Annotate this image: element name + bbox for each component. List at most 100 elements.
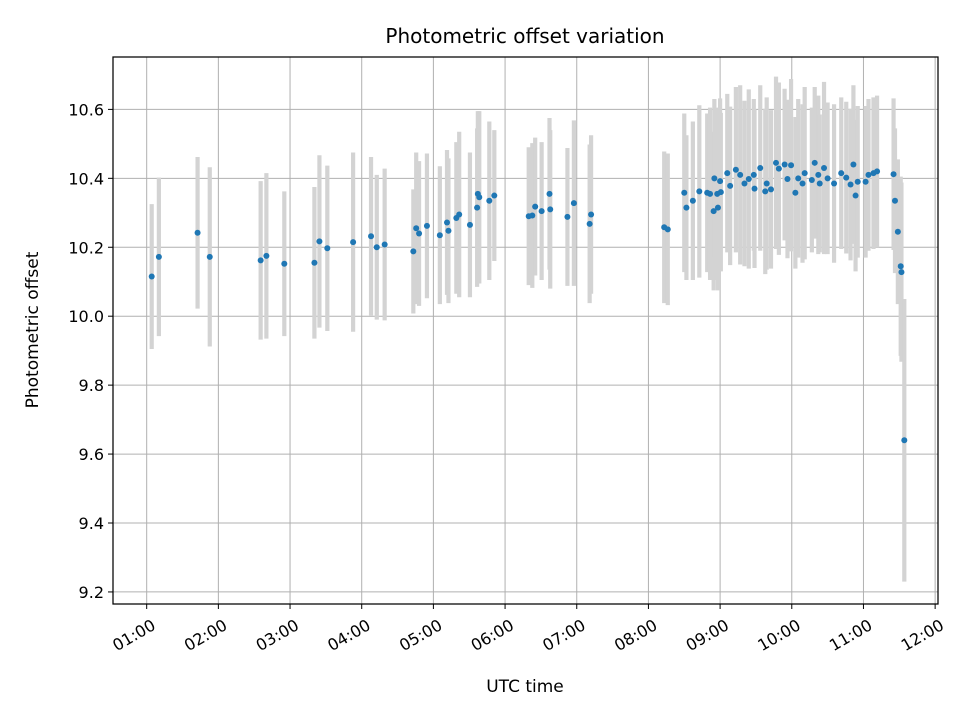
data-point xyxy=(821,164,828,171)
data-point xyxy=(466,221,473,228)
data-point xyxy=(491,192,498,199)
data-point xyxy=(474,204,481,211)
data-point xyxy=(852,192,859,199)
y-tick-label: 9.8 xyxy=(79,376,104,395)
data-point xyxy=(148,273,155,280)
data-point xyxy=(476,194,483,201)
data-point xyxy=(838,170,845,177)
plot-frame xyxy=(112,56,939,605)
chart-title: Photometric offset variation xyxy=(385,24,664,48)
data-point xyxy=(281,260,288,267)
data-point xyxy=(850,161,857,168)
data-point xyxy=(775,165,782,172)
data-point xyxy=(532,203,539,210)
data-point xyxy=(874,168,881,175)
grid xyxy=(113,57,938,604)
data-point xyxy=(727,182,734,189)
data-point xyxy=(763,180,770,187)
data-point xyxy=(696,188,703,195)
data-point xyxy=(799,180,806,187)
data-point xyxy=(155,253,162,260)
data-point xyxy=(816,180,823,187)
data-point xyxy=(815,171,822,178)
data-point xyxy=(681,189,688,196)
data-point xyxy=(689,197,696,204)
data-point xyxy=(570,200,577,207)
data-point xyxy=(847,181,854,188)
data-point xyxy=(732,166,739,173)
data-point xyxy=(750,171,757,178)
y-axis-label: Photometric offset xyxy=(23,251,43,408)
data-point xyxy=(737,171,744,178)
data-point xyxy=(456,211,463,218)
y-tick-label: 10.4 xyxy=(68,169,104,188)
data-point xyxy=(767,186,774,193)
data-point xyxy=(547,206,554,213)
data-point xyxy=(843,174,850,181)
data-point xyxy=(901,437,908,444)
data-point xyxy=(368,233,375,240)
data-point xyxy=(373,244,380,251)
data-point xyxy=(664,226,671,233)
data-point xyxy=(865,171,872,178)
data-point xyxy=(717,178,724,185)
data-point xyxy=(350,239,357,246)
data-point xyxy=(586,220,593,227)
data-point xyxy=(724,170,731,177)
data-point xyxy=(410,248,417,255)
data-point xyxy=(854,178,861,185)
data-point xyxy=(683,204,690,211)
data-point xyxy=(773,159,780,166)
data-point xyxy=(894,228,901,235)
data-point xyxy=(311,259,318,266)
y-tick-label: 9.6 xyxy=(79,445,104,464)
data-point xyxy=(707,190,714,197)
data-point xyxy=(811,159,818,166)
data-point xyxy=(206,253,213,260)
y-tick-label: 9.2 xyxy=(79,583,104,602)
data-point xyxy=(529,212,536,219)
data-point xyxy=(486,197,493,204)
data-point xyxy=(436,232,443,239)
data-point xyxy=(808,177,815,184)
data-point xyxy=(784,176,791,183)
data-point xyxy=(564,213,571,220)
data-point xyxy=(381,241,388,248)
data-point xyxy=(757,164,764,171)
data-point xyxy=(795,175,802,182)
data-point xyxy=(741,180,748,187)
data-point xyxy=(897,263,904,270)
data-point xyxy=(891,197,898,204)
data-point xyxy=(862,178,869,185)
data-point xyxy=(588,211,595,218)
data-point xyxy=(890,171,897,178)
data-point xyxy=(416,230,423,237)
data-point xyxy=(444,219,451,226)
data-point xyxy=(710,208,717,215)
data-point xyxy=(801,170,808,177)
data-point xyxy=(316,238,323,245)
data-point xyxy=(423,222,430,229)
data-point xyxy=(413,225,420,232)
y-tick-label: 9.4 xyxy=(79,514,104,533)
data-point xyxy=(445,227,452,234)
y-tick-label: 10.6 xyxy=(68,100,104,119)
data-point xyxy=(717,189,724,196)
data-point xyxy=(257,257,264,264)
data-point xyxy=(792,189,799,196)
data-point xyxy=(898,269,905,276)
data-points xyxy=(148,159,908,444)
data-point xyxy=(751,185,758,192)
data-point xyxy=(745,176,752,183)
data-point xyxy=(788,162,795,169)
data-point xyxy=(263,252,270,259)
data-point xyxy=(762,188,769,195)
data-point xyxy=(324,245,331,252)
y-axis-ticks: 9.2 9.4 9.6 9.8 10.0 10.2 10.4 10.6 xyxy=(68,100,113,602)
data-point xyxy=(824,175,831,182)
data-point xyxy=(831,180,838,187)
data-point xyxy=(781,161,788,168)
data-point xyxy=(711,175,718,182)
data-point xyxy=(714,204,721,211)
